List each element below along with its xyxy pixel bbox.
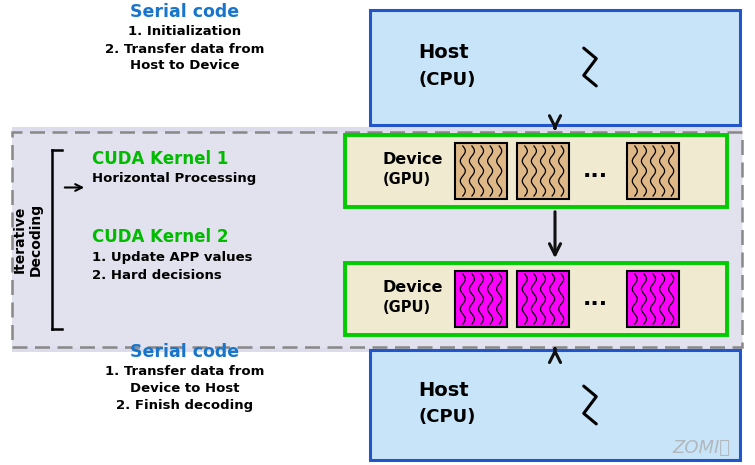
Text: CUDA Kernel 2: CUDA Kernel 2: [92, 228, 229, 246]
Text: Host: Host: [418, 380, 469, 399]
Text: Serial code: Serial code: [131, 3, 239, 21]
Text: Device: Device: [383, 280, 443, 295]
Bar: [627, 143, 679, 199]
Text: Host: Host: [418, 44, 469, 62]
FancyBboxPatch shape: [345, 135, 727, 207]
Text: Device: Device: [383, 153, 443, 167]
Text: ...: ...: [582, 161, 608, 181]
Bar: [517, 271, 569, 327]
Bar: [455, 271, 507, 327]
Text: (GPU): (GPU): [383, 300, 431, 315]
Text: Device to Host: Device to Host: [131, 382, 240, 395]
Text: Serial code: Serial code: [131, 343, 239, 361]
Text: (CPU): (CPU): [418, 71, 476, 89]
Text: ZOMI酱: ZOMI酱: [672, 439, 730, 457]
Text: 2. Transfer data from: 2. Transfer data from: [105, 43, 265, 56]
Text: 2. Hard decisions: 2. Hard decisions: [92, 269, 222, 282]
Text: Horizontal Processing: Horizontal Processing: [92, 172, 256, 185]
Text: ...: ...: [582, 289, 608, 309]
Text: (GPU): (GPU): [383, 173, 431, 187]
Text: 1. Initialization: 1. Initialization: [128, 25, 242, 38]
FancyBboxPatch shape: [345, 263, 727, 335]
FancyBboxPatch shape: [370, 350, 740, 460]
Text: Host to Device: Host to Device: [131, 59, 240, 72]
Text: 2. Finish decoding: 2. Finish decoding: [116, 399, 254, 412]
Bar: [517, 143, 569, 199]
FancyBboxPatch shape: [370, 10, 740, 125]
Text: Iterative
Decoding: Iterative Decoding: [13, 203, 43, 276]
Bar: [627, 271, 679, 327]
Text: (CPU): (CPU): [418, 408, 476, 426]
Text: CUDA Kernel 1: CUDA Kernel 1: [92, 150, 228, 168]
Text: 1. Transfer data from: 1. Transfer data from: [105, 365, 265, 378]
Bar: [12, 127, 742, 352]
Text: 1. Update APP values: 1. Update APP values: [92, 251, 252, 264]
FancyBboxPatch shape: [12, 132, 742, 347]
Bar: [455, 143, 507, 199]
